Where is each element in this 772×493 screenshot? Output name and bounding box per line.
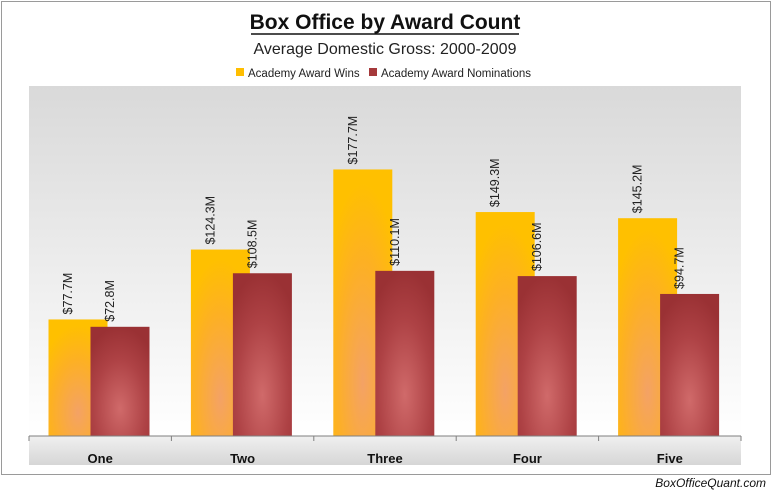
legend-label-nominations: Academy Award Nominations [381, 68, 531, 80]
chart-title: Box Office by Award Count [250, 11, 521, 34]
value-label-wins-five: $145.2M [631, 165, 645, 214]
legend: Academy Award Wins Academy Award Nominat… [236, 68, 531, 80]
value-labels-layer: $77.7M $72.8M $124.3M $108.5M $177.7M $110.1M… [61, 116, 687, 322]
category-axis-band [29, 436, 741, 465]
bar-nominations-three [375, 270, 435, 436]
bar-nominations-one [90, 326, 150, 436]
x-axis-ticks [28, 436, 742, 441]
category-label-three: Three [367, 451, 402, 466]
legend-swatch-nominations [369, 68, 377, 76]
chart-subtitle: Average Domestic Gross: 2000-2009 [254, 41, 517, 58]
bar-nominations-two [232, 273, 292, 436]
value-label-nominations-two: $108.5M [245, 220, 259, 269]
category-label-five: Five [657, 451, 683, 466]
value-label-nominations-one: $72.8M [103, 280, 117, 322]
value-label-wins-three: $177.7M [346, 116, 360, 165]
value-label-wins-two: $124.3M [203, 196, 217, 245]
category-label-one: One [88, 451, 113, 466]
category-label-two: Two [230, 451, 255, 466]
value-label-nominations-four: $106.6M [530, 222, 544, 271]
legend-swatch-wins [236, 68, 244, 76]
chart: Box Office by Award Count Average Domest… [28, 11, 742, 466]
value-label-wins-one: $77.7M [61, 273, 75, 315]
legend-label-wins: Academy Award Wins [248, 68, 360, 80]
bars-layer [48, 169, 720, 436]
source-footer: BoxOfficeQuant.com [655, 476, 766, 490]
category-labels: One Two Three Four Five [88, 451, 683, 466]
category-label-four: Four [513, 451, 542, 466]
value-label-nominations-five: $94.7M [673, 247, 687, 289]
bar-nominations-four [517, 276, 577, 436]
value-label-nominations-three: $110.1M [388, 218, 402, 266]
value-label-wins-four: $149.3M [488, 158, 502, 207]
bar-nominations-five [660, 293, 720, 436]
